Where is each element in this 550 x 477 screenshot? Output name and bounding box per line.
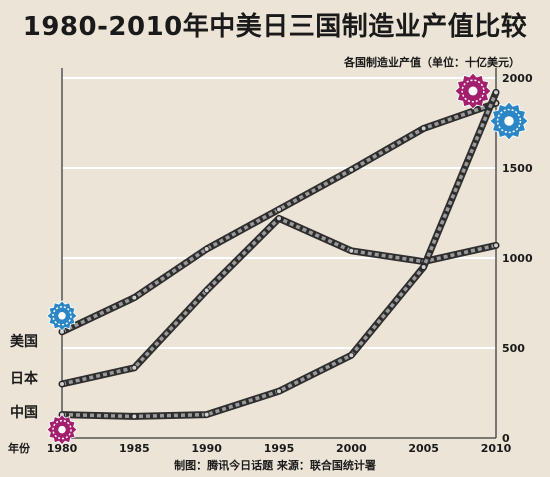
y-tick-1000: 1000 xyxy=(502,252,533,265)
gear-icon-blue-left-ring xyxy=(52,306,72,326)
series-0-point-5 xyxy=(420,125,427,132)
y-axis-unit-label: 各国制造业产值（单位：十亿美元） xyxy=(344,56,520,69)
series-1-point-0 xyxy=(59,381,65,387)
gear-icon-magenta-left xyxy=(46,414,78,446)
gear-icon-magenta-right-hub xyxy=(468,86,478,96)
series-0-point-3 xyxy=(276,206,282,213)
gear-decorations xyxy=(46,72,529,446)
x-tick-1990: 1990 xyxy=(191,442,222,455)
x-tick-2000: 2000 xyxy=(336,442,367,455)
x-tick-1995: 1995 xyxy=(264,442,295,455)
chart-title: 1980-2010年中美日三国制造业产值比较 xyxy=(22,12,528,42)
series-0-point-4 xyxy=(348,166,355,173)
y-tick-2000: 2000 xyxy=(502,72,533,85)
series-2-point-6 xyxy=(493,89,499,96)
series-2-point-4 xyxy=(348,352,355,359)
y-tick-500: 500 xyxy=(502,342,525,355)
series-0-point-1 xyxy=(131,294,138,301)
series-label-china: 中国 xyxy=(10,405,38,421)
tick-labels: 0 500 1000 1500 2000 1980 1985 1990 1995 2000 2005… xyxy=(47,72,533,455)
x-axis-label: 年份 xyxy=(8,442,30,455)
y-tick-0: 0 xyxy=(502,432,510,445)
gear-icon-blue-left xyxy=(46,300,78,332)
credit-line: 制图：腾讯今日话题 来源：联合国统计署 xyxy=(174,459,376,472)
series-1-point-6 xyxy=(493,242,499,249)
x-tick-2005: 2005 xyxy=(408,442,439,455)
series-label-usa: 美国 xyxy=(10,334,38,350)
x-tick-1985: 1985 xyxy=(119,442,150,455)
gear-icon-magenta-left-ring xyxy=(52,419,72,440)
x-tick-2010: 2010 xyxy=(481,442,512,455)
series-1-point-3 xyxy=(276,215,282,222)
gear-icon-blue-right-hub xyxy=(504,116,514,126)
series-2-point-3 xyxy=(276,388,282,395)
gear-icon-blue-left-hub xyxy=(58,312,66,320)
gear-icon-blue-right-ring xyxy=(496,108,522,134)
x-tick-1980: 1980 xyxy=(47,442,78,455)
y-tick-1500: 1500 xyxy=(502,162,533,175)
series-2-point-5 xyxy=(420,264,427,270)
gear-icon-magenta-right xyxy=(454,72,492,110)
gear-icon-magenta-left-hub xyxy=(58,425,66,434)
gear-icon-blue-right xyxy=(489,101,529,141)
series-1-point-2 xyxy=(203,287,210,294)
series-1-point-1 xyxy=(131,364,138,371)
gear-icon-magenta-right-ring xyxy=(461,79,485,103)
series-2-point-2 xyxy=(203,411,210,418)
series-lines xyxy=(58,88,500,420)
series-2-point-1 xyxy=(131,413,138,420)
series-0-point-2 xyxy=(203,246,210,252)
series-1-point-4 xyxy=(348,247,355,254)
series-label-japan: 日本 xyxy=(10,371,38,387)
